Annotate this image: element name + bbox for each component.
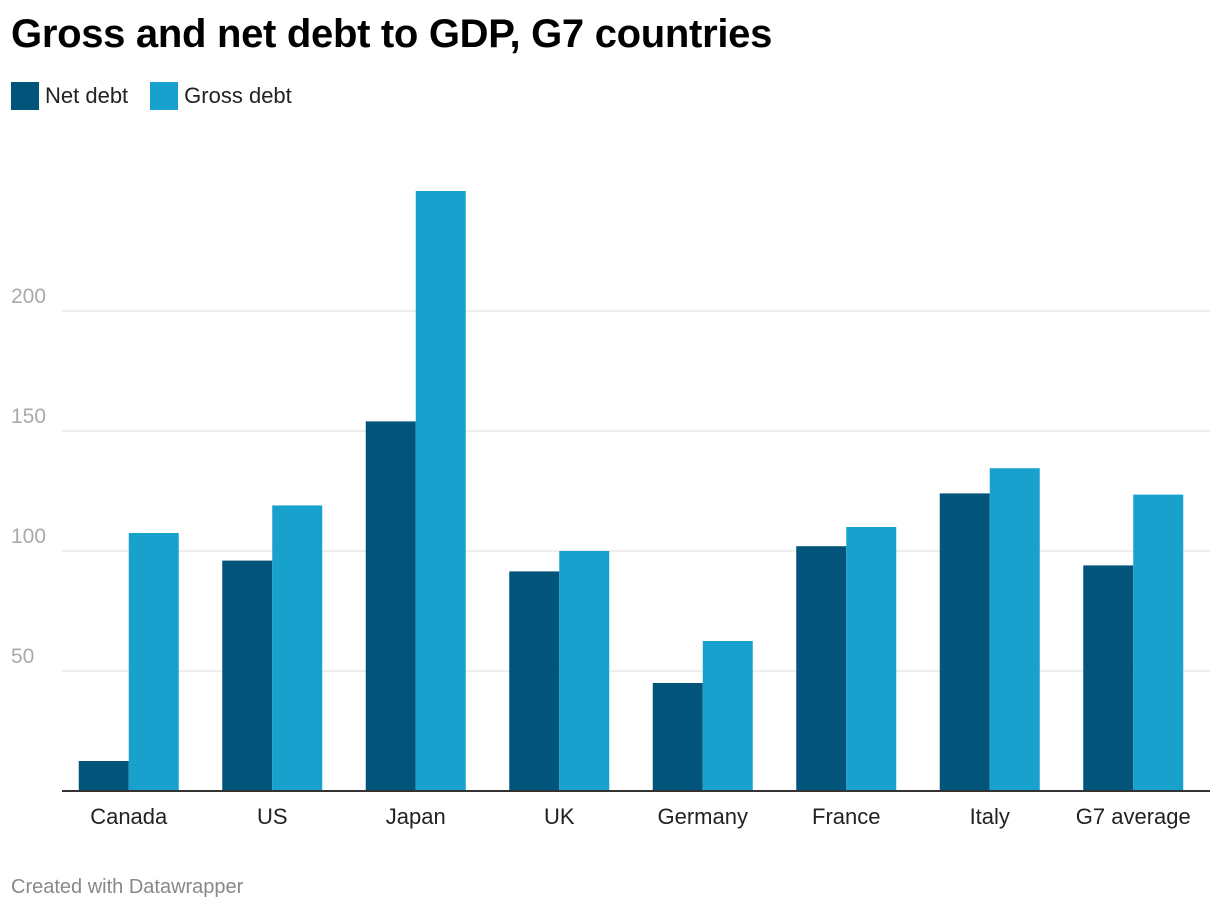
chart-title: Gross and net debt to GDP, G7 countries — [11, 12, 773, 56]
bar-net-uk — [509, 571, 560, 791]
y-tick-label-50: 50 — [11, 645, 34, 668]
bar-gross-germany — [702, 641, 753, 791]
bar-gross-us — [272, 505, 323, 791]
bar-gross-canada — [128, 533, 179, 791]
bar-net-canada — [78, 761, 129, 791]
bar-gross-italy — [989, 468, 1040, 791]
x-tick-label-uk: UK — [544, 804, 575, 829]
x-tick-label-italy: Italy — [970, 804, 1010, 829]
bar-gross-japan — [415, 191, 466, 791]
legend-item-net-debt: Net debt — [11, 82, 128, 110]
x-tick-label-japan: Japan — [386, 804, 446, 829]
bar-gross-g7-average — [1133, 494, 1184, 791]
bar-net-g7-average — [1083, 565, 1134, 791]
x-tick-label-canada: Canada — [90, 804, 168, 829]
bar-net-us — [222, 560, 273, 791]
footer-credit: Created with Datawrapper — [11, 876, 244, 898]
legend-swatch-net-debt — [11, 82, 39, 110]
legend: Net debt Gross debt — [11, 82, 314, 110]
legend-label-gross-debt: Gross debt — [184, 83, 292, 108]
x-tick-label-france: France — [812, 804, 880, 829]
legend-swatch-gross-debt — [150, 82, 179, 110]
bar-net-italy — [939, 493, 990, 791]
x-tick-label-germany: Germany — [658, 804, 748, 829]
bar-net-germany — [652, 683, 703, 791]
y-tick-label-100: 100 — [11, 525, 46, 548]
bar-net-japan — [365, 421, 416, 791]
legend-item-gross-debt: Gross debt — [150, 82, 292, 110]
y-tick-label-150: 150 — [11, 405, 46, 428]
x-tick-label-us: US — [257, 804, 288, 829]
bar-net-france — [796, 546, 847, 791]
bar-gross-france — [846, 527, 897, 791]
bar-gross-uk — [559, 551, 610, 791]
legend-label-net-debt: Net debt — [45, 83, 129, 108]
x-tick-label-g7-average: G7 average — [1076, 804, 1191, 829]
y-tick-label-200: 200 — [11, 285, 46, 308]
